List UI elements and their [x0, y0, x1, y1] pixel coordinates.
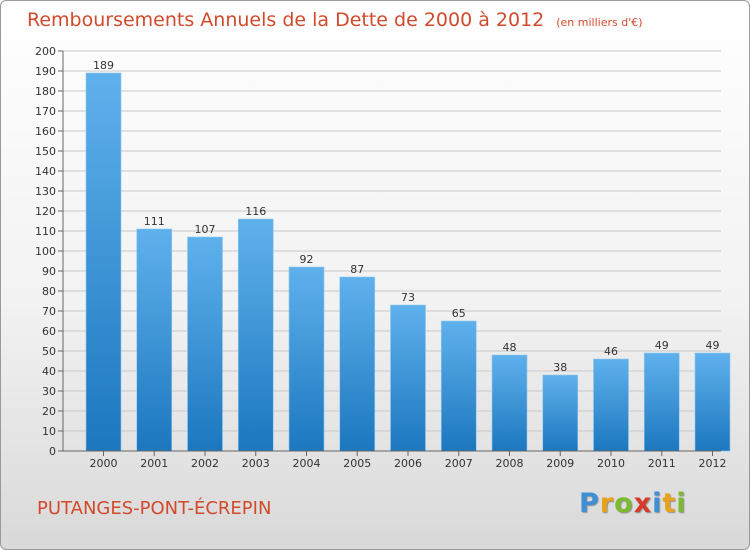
chart-title: Remboursements Annuels de la Dette de 20… — [27, 9, 643, 31]
x-tick-label: 2012 — [699, 457, 727, 470]
bar-value-label: 189 — [93, 59, 114, 72]
bar — [542, 374, 579, 452]
x-tick-label: 2009 — [546, 457, 574, 470]
y-tick-label: 180 — [35, 85, 56, 98]
x-tick-label: 2000 — [90, 457, 118, 470]
bar-value-label: 48 — [503, 341, 517, 354]
bar-value-label: 116 — [245, 205, 266, 218]
y-tick-label: 90 — [42, 265, 56, 278]
x-tick-label: 2010 — [597, 457, 625, 470]
y-tick-label: 20 — [42, 405, 56, 418]
bars: 189 111 107 116 92 87 73 65 48 38 46 49 49 — [85, 59, 731, 452]
logo-letter: o — [614, 488, 634, 519]
bar — [339, 276, 376, 452]
x-axis: 2000 2001 2002 2003 2004 2005 2006 2007 2008 2009… — [63, 450, 727, 470]
y-tick-label: 100 — [35, 245, 56, 258]
y-tick-label: 150 — [35, 145, 56, 158]
x-tick-label: 2006 — [394, 457, 422, 470]
bar — [187, 236, 223, 452]
bar-value-label: 107 — [195, 223, 216, 236]
bar-value-label: 49 — [706, 339, 720, 352]
bar-value-label: 92 — [300, 253, 314, 266]
x-tick-label: 2011 — [648, 457, 676, 470]
bar-value-label: 111 — [144, 215, 165, 228]
unit-label: (en milliers d'€) — [556, 16, 643, 29]
y-tick-label: 200 — [35, 45, 56, 58]
bar — [440, 320, 477, 452]
logo-letter: t — [662, 488, 677, 519]
x-tick-label: 2001 — [140, 457, 168, 470]
bar-value-label: 65 — [452, 307, 466, 320]
bar — [694, 352, 731, 452]
x-tick-label: 2003 — [242, 457, 270, 470]
bar-value-label: 46 — [604, 345, 618, 358]
bar — [85, 72, 122, 452]
x-tick-label: 2008 — [496, 457, 524, 470]
bar — [288, 266, 325, 452]
logo-letter: x — [633, 488, 653, 519]
y-tick-label: 10 — [42, 425, 56, 438]
y-tick-label: 80 — [42, 285, 56, 298]
y-tick-label: 130 — [35, 185, 56, 198]
x-tick-label: 2005 — [343, 457, 371, 470]
city-name: PUTANGES-PONT-ÉCREPIN — [37, 498, 272, 519]
y-tick-label: 60 — [42, 325, 56, 338]
x-tick-label: 2002 — [191, 457, 219, 470]
y-tick-label: 170 — [35, 105, 56, 118]
bar-value-label: 38 — [553, 361, 567, 374]
logo-letter: P — [579, 488, 600, 519]
y-tick-label: 70 — [42, 305, 56, 318]
y-tick-label: 160 — [35, 125, 56, 138]
bar-value-label: 73 — [401, 291, 415, 304]
bar — [643, 352, 680, 452]
y-tick-label: 140 — [35, 165, 56, 178]
bar — [136, 228, 173, 452]
proxiti-logo: Proxiti — [579, 488, 687, 519]
y-tick-label: 50 — [42, 345, 56, 358]
bar-value-label: 49 — [655, 339, 669, 352]
logo-letter: r — [599, 488, 615, 519]
bar — [237, 218, 274, 452]
y-tick-label: 40 — [42, 365, 56, 378]
logo-letter: i — [676, 488, 687, 519]
y-tick-label: 30 — [42, 385, 56, 398]
bar-value-label: 87 — [350, 263, 364, 276]
y-tick-label: 120 — [35, 205, 56, 218]
y-tick-label: 110 — [35, 225, 56, 238]
x-tick-label: 2007 — [445, 457, 473, 470]
x-tick-label: 2004 — [293, 457, 321, 470]
bar — [593, 358, 629, 452]
y-axis: 0 10 20 30 40 50 60 70 80 90 100 110 120 130 140 150 160… — [35, 45, 64, 458]
bar — [390, 304, 426, 452]
logo-letter: i — [652, 488, 663, 519]
y-tick-label: 0 — [49, 445, 56, 458]
bar — [491, 354, 528, 452]
y-tick-label: 190 — [35, 65, 56, 78]
title-text: Remboursements Annuels de la Dette de 20… — [27, 9, 545, 31]
